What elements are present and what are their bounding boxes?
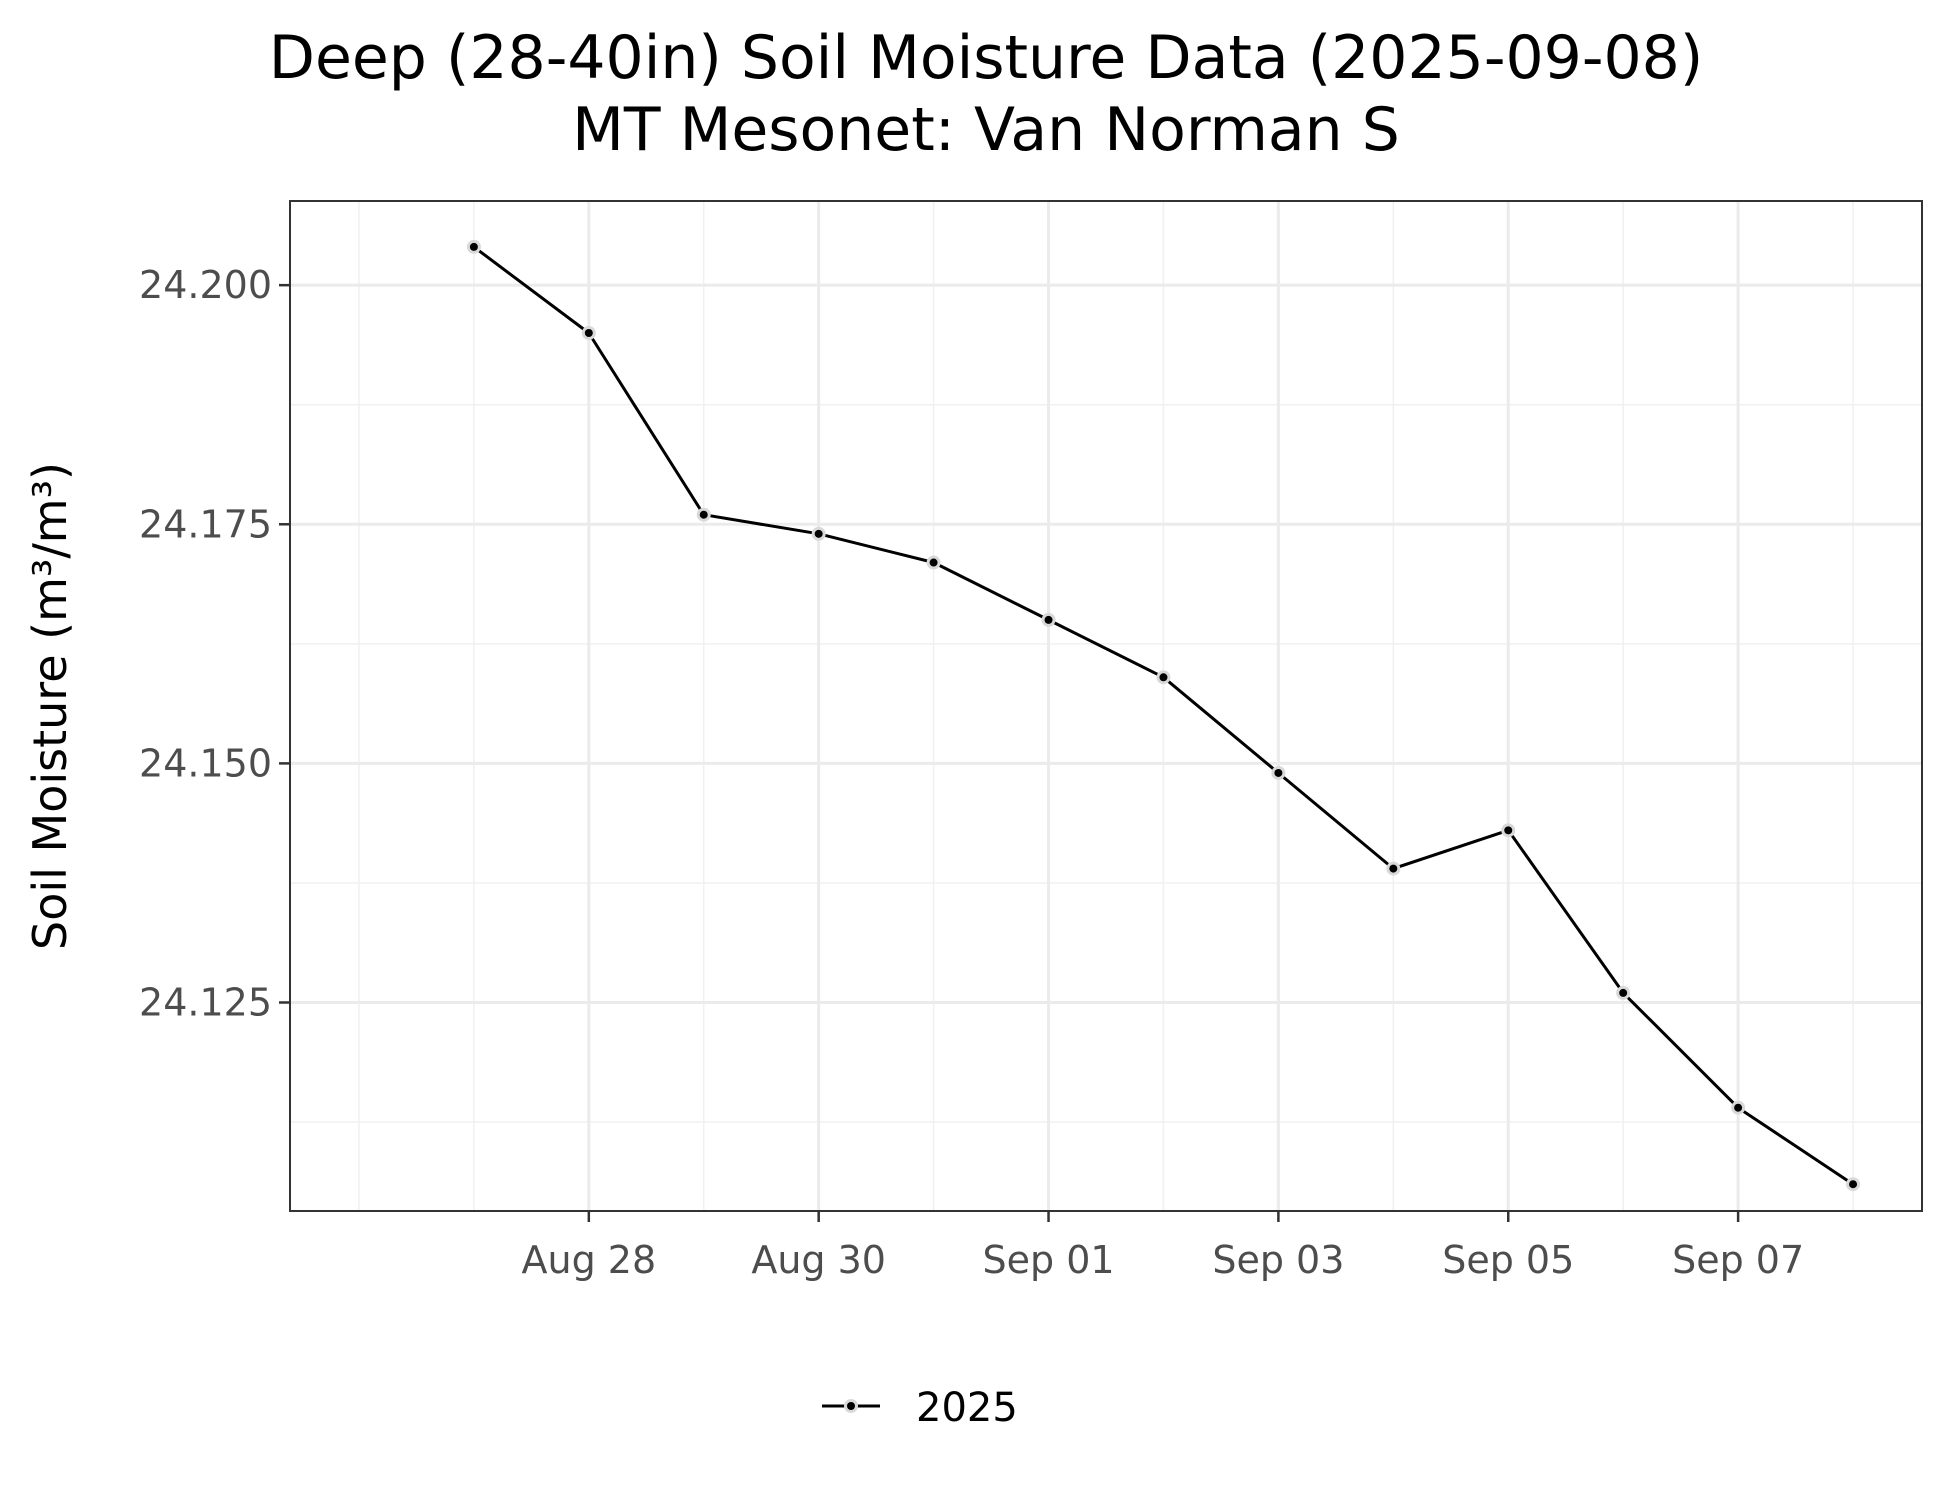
- data-point-dot: [1389, 864, 1398, 873]
- y-tick-label: 24.150: [139, 741, 272, 785]
- x-tick-label: Sep 05: [1442, 1238, 1574, 1282]
- data-point: [1386, 861, 1401, 876]
- data-point: [1271, 765, 1286, 780]
- data-point: [1156, 670, 1171, 685]
- data-point-dot: [1504, 826, 1513, 835]
- data-point: [1846, 1177, 1861, 1192]
- y-tick-label: 24.175: [139, 502, 272, 546]
- x-tick-label: Sep 03: [1212, 1238, 1344, 1282]
- data-point-dot: [584, 328, 593, 337]
- data-point-dot: [814, 529, 823, 538]
- y-axis-title: Soil Moisture (m³/m³): [23, 462, 77, 950]
- data-point: [1616, 985, 1631, 1000]
- panel-background: [290, 201, 1922, 1211]
- legend-label-2025: 2025: [916, 1385, 1018, 1431]
- chart-subtitle: MT Mesonet: Van Norman S: [572, 95, 1400, 165]
- x-tick-label: Sep 07: [1672, 1238, 1804, 1282]
- data-point: [466, 239, 481, 254]
- chart-title: Deep (28-40in) Soil Moisture Data (2025-…: [269, 23, 1703, 93]
- data-point-dot: [1734, 1103, 1743, 1112]
- x-axis: Aug 28 Aug 30 Sep 01 Sep 03 Sep 05 Sep 07: [521, 1211, 1804, 1282]
- data-point-dot: [1619, 988, 1628, 997]
- data-point: [811, 526, 826, 541]
- plot-panel: [289, 200, 1923, 1212]
- series-points: [466, 239, 1861, 1192]
- x-tick-label: Aug 28: [521, 1238, 656, 1282]
- legend: 2025: [822, 1385, 1018, 1431]
- x-tick-label: Aug 30: [751, 1238, 886, 1282]
- data-point-dot: [1849, 1180, 1858, 1189]
- grid-minor: [290, 201, 1922, 1211]
- data-point-dot: [469, 242, 478, 251]
- data-point-dot: [1044, 615, 1053, 624]
- data-point-dot: [699, 510, 708, 519]
- grid-major: [290, 201, 1922, 1211]
- data-point: [926, 555, 941, 570]
- y-tick-label: 24.125: [139, 980, 272, 1024]
- panel-border: [289, 200, 1923, 1212]
- data-point-dot: [1159, 673, 1168, 682]
- data-point: [1731, 1100, 1746, 1115]
- y-tick-label: 24.200: [139, 263, 272, 307]
- data-point: [581, 325, 596, 340]
- data-point-dot: [1274, 768, 1283, 777]
- data-point-dot: [929, 558, 938, 567]
- data-point: [696, 507, 711, 522]
- y-axis: 24.125 24.150 24.175 24.200: [139, 263, 290, 1024]
- data-point: [1041, 612, 1056, 627]
- data-point: [1501, 823, 1516, 838]
- legend-key-point: [847, 1402, 855, 1410]
- x-tick-label: Sep 01: [983, 1238, 1115, 1282]
